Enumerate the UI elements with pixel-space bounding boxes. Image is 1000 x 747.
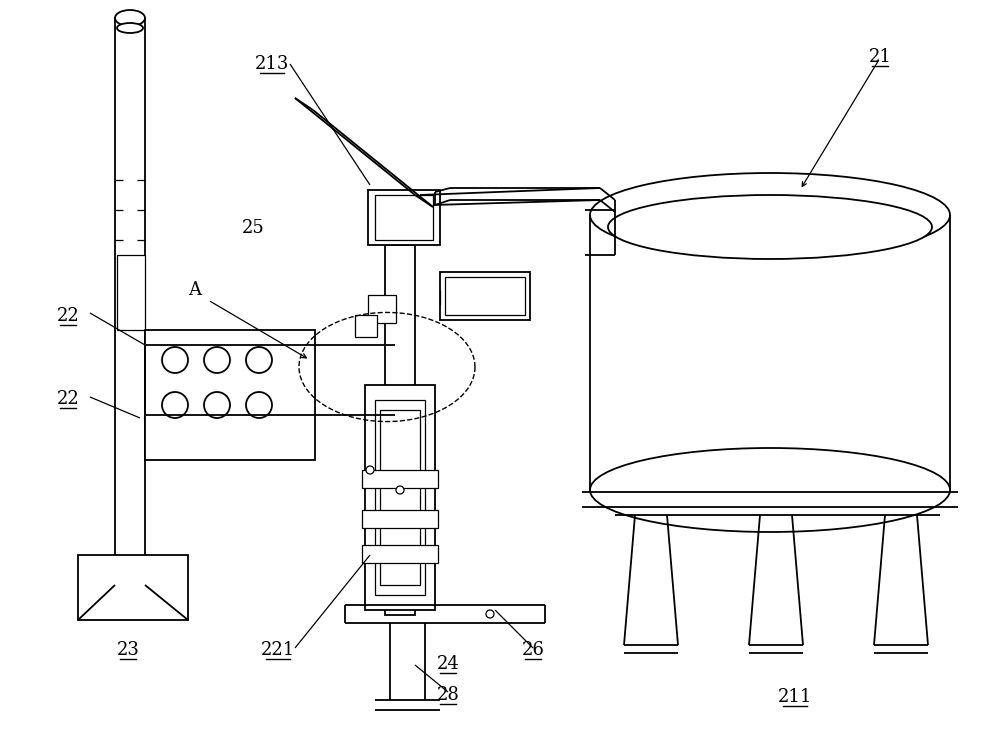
- Ellipse shape: [396, 486, 404, 494]
- Bar: [368, 190, 440, 245]
- Text: 211: 211: [778, 688, 812, 706]
- Bar: [440, 272, 530, 320]
- Text: 25: 25: [242, 219, 264, 237]
- Bar: [365, 385, 435, 610]
- Ellipse shape: [608, 195, 932, 259]
- Ellipse shape: [486, 610, 494, 618]
- Ellipse shape: [590, 448, 950, 532]
- Ellipse shape: [162, 392, 188, 418]
- Text: 221: 221: [261, 641, 295, 659]
- Bar: [115, 18, 145, 585]
- Bar: [380, 410, 420, 585]
- Text: 26: 26: [522, 641, 544, 659]
- Ellipse shape: [162, 347, 188, 373]
- Ellipse shape: [590, 173, 950, 257]
- Bar: [362, 510, 438, 528]
- Text: 22: 22: [57, 307, 79, 325]
- Bar: [362, 470, 438, 488]
- Bar: [355, 315, 377, 337]
- Text: 23: 23: [117, 641, 139, 659]
- Ellipse shape: [246, 347, 272, 373]
- Bar: [385, 245, 415, 615]
- Ellipse shape: [204, 392, 230, 418]
- Bar: [117, 255, 145, 330]
- Bar: [375, 195, 433, 240]
- Text: 24: 24: [437, 655, 459, 673]
- Bar: [362, 545, 438, 563]
- Bar: [78, 555, 188, 620]
- Ellipse shape: [115, 10, 145, 26]
- Text: 213: 213: [255, 55, 289, 73]
- Text: A: A: [188, 281, 202, 299]
- Ellipse shape: [366, 466, 374, 474]
- Ellipse shape: [117, 23, 143, 33]
- Bar: [445, 277, 525, 315]
- Bar: [368, 295, 396, 323]
- Text: 28: 28: [437, 686, 459, 704]
- Bar: [145, 330, 315, 460]
- Text: 21: 21: [869, 48, 891, 66]
- Text: 22: 22: [57, 390, 79, 408]
- Bar: [375, 400, 425, 595]
- Ellipse shape: [204, 347, 230, 373]
- Ellipse shape: [246, 392, 272, 418]
